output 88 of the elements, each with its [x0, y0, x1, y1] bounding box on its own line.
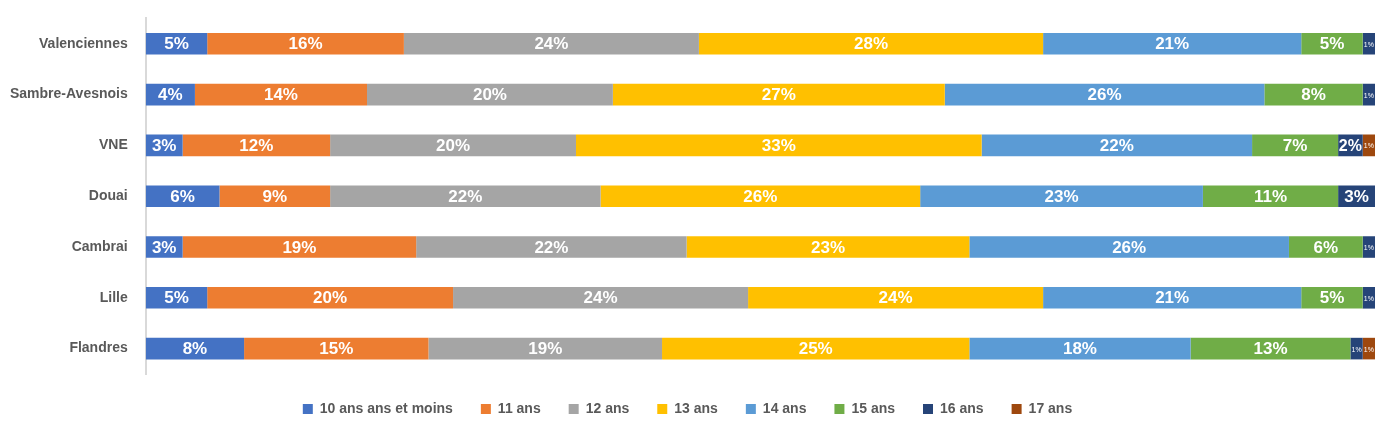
legend-label: 15 ans — [851, 399, 896, 416]
data-label: 6% — [1313, 237, 1339, 257]
bar — [748, 287, 1044, 309]
legend-label: 16 ans — [940, 399, 984, 416]
legend-label: 14 ans — [762, 399, 807, 416]
data-label: 28% — [853, 34, 889, 54]
bar — [453, 287, 749, 309]
legend-label: 11 ans — [497, 399, 541, 416]
data-label: 26% — [1112, 237, 1147, 257]
data-label: 25% — [798, 339, 833, 359]
bar — [416, 236, 687, 258]
data-label: 24% — [583, 288, 618, 308]
data-label: 13% — [1253, 339, 1288, 359]
data-label: 26% — [1087, 85, 1122, 105]
y-tick-label: Flandres — [69, 339, 128, 356]
bar — [1288, 236, 1363, 258]
bar — [662, 337, 970, 360]
legend-label: 10 ans ans et moins — [319, 399, 454, 416]
data-label: 12% — [239, 136, 274, 156]
bar — [219, 185, 331, 207]
y-tick-label: VNE — [98, 136, 128, 153]
data-label: 33% — [761, 136, 796, 156]
bar — [207, 287, 454, 309]
bar — [1043, 33, 1302, 55]
bar — [330, 185, 601, 207]
bar — [969, 236, 1289, 258]
bar — [428, 337, 663, 360]
bar — [1043, 287, 1302, 309]
data-label: 8% — [1301, 85, 1326, 105]
data-label: 26% — [743, 186, 778, 206]
data-label: 19% — [282, 237, 317, 257]
data-label: 16% — [288, 34, 323, 54]
bar — [698, 33, 1044, 55]
bar — [207, 33, 404, 55]
bar — [194, 83, 368, 106]
legend-label: 17 ans — [1028, 399, 1073, 416]
data-label: 18% — [1062, 339, 1097, 359]
bar — [367, 83, 613, 106]
bar — [981, 134, 1253, 157]
data-label: 23% — [810, 237, 845, 257]
data-label: 5% — [1319, 288, 1345, 308]
bar — [969, 337, 1191, 360]
legend-label: 13 ans — [674, 399, 719, 416]
data-label: 6% — [170, 186, 195, 206]
data-label: 3% — [151, 237, 177, 257]
bar — [330, 134, 576, 157]
bar — [1202, 185, 1339, 207]
data-label: 24% — [878, 288, 913, 308]
data-label: 8% — [182, 339, 208, 359]
bar — [182, 236, 417, 258]
data-label: 9% — [262, 186, 288, 206]
data-label: 20% — [436, 136, 471, 156]
data-label: 5% — [164, 288, 189, 308]
bar — [575, 134, 982, 157]
y-tick-label: Sambre-Avesnois — [10, 85, 128, 102]
y-tick-label: Cambrai — [71, 237, 128, 254]
data-label: 4% — [158, 85, 183, 105]
data-label: 22% — [534, 237, 569, 257]
bar — [920, 185, 1203, 207]
data-label: 3% — [1344, 186, 1369, 206]
data-label: 5% — [1319, 34, 1345, 54]
data-label: 22% — [1099, 136, 1134, 156]
y-tick-label: Valenciennes — [39, 34, 128, 51]
y-tick-label: Douai — [88, 187, 128, 204]
data-label: 23% — [1044, 186, 1079, 206]
data-label: 7% — [1282, 136, 1308, 156]
data-label: 21% — [1155, 288, 1190, 308]
data-label: 20% — [313, 288, 348, 308]
data-label: 3% — [151, 136, 177, 156]
data-label: 22% — [448, 186, 483, 206]
data-label: 27% — [761, 85, 796, 105]
data-label: 5% — [164, 34, 189, 54]
legend-label: 12 ans — [585, 399, 630, 416]
data-label: 14% — [263, 85, 298, 105]
bar — [612, 83, 945, 106]
y-tick-label: Lille — [99, 288, 128, 305]
data-label: 2% — [1338, 136, 1362, 154]
bar — [944, 83, 1265, 106]
data-label: 11% — [1253, 186, 1288, 206]
bar — [600, 185, 921, 207]
data-label: 15% — [319, 339, 354, 359]
data-label: 20% — [472, 85, 507, 105]
bar — [244, 337, 429, 360]
data-label: 19% — [528, 339, 563, 359]
bar — [403, 33, 699, 55]
bar — [686, 236, 970, 258]
data-label: 21% — [1155, 34, 1190, 54]
data-label: 24% — [534, 34, 569, 54]
